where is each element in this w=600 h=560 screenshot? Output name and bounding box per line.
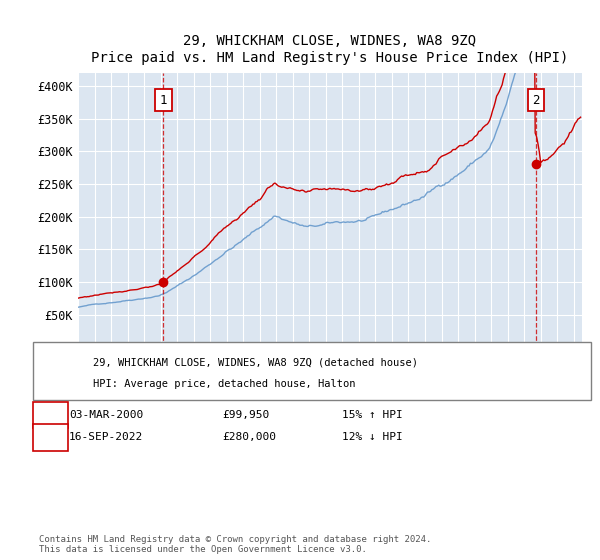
Text: HPI: Average price, detached house, Halton: HPI: Average price, detached house, Halt… [93,379,355,389]
Text: 1: 1 [160,94,167,107]
Text: 29, WHICKHAM CLOSE, WIDNES, WA8 9ZQ (detached house): 29, WHICKHAM CLOSE, WIDNES, WA8 9ZQ (det… [93,358,418,368]
Text: 03-MAR-2000: 03-MAR-2000 [69,410,143,420]
Text: 2: 2 [532,94,539,107]
Text: 1: 1 [47,410,54,420]
Text: £99,950: £99,950 [222,410,269,420]
Text: £280,000: £280,000 [222,432,276,442]
Text: 2: 2 [47,432,54,442]
Text: Contains HM Land Registry data © Crown copyright and database right 2024.
This d: Contains HM Land Registry data © Crown c… [39,535,431,554]
Text: 15% ↑ HPI: 15% ↑ HPI [342,410,403,420]
Text: 12% ↓ HPI: 12% ↓ HPI [342,432,403,442]
Title: 29, WHICKHAM CLOSE, WIDNES, WA8 9ZQ
Price paid vs. HM Land Registry's House Pric: 29, WHICKHAM CLOSE, WIDNES, WA8 9ZQ Pric… [91,35,569,65]
Text: 16-SEP-2022: 16-SEP-2022 [69,432,143,442]
